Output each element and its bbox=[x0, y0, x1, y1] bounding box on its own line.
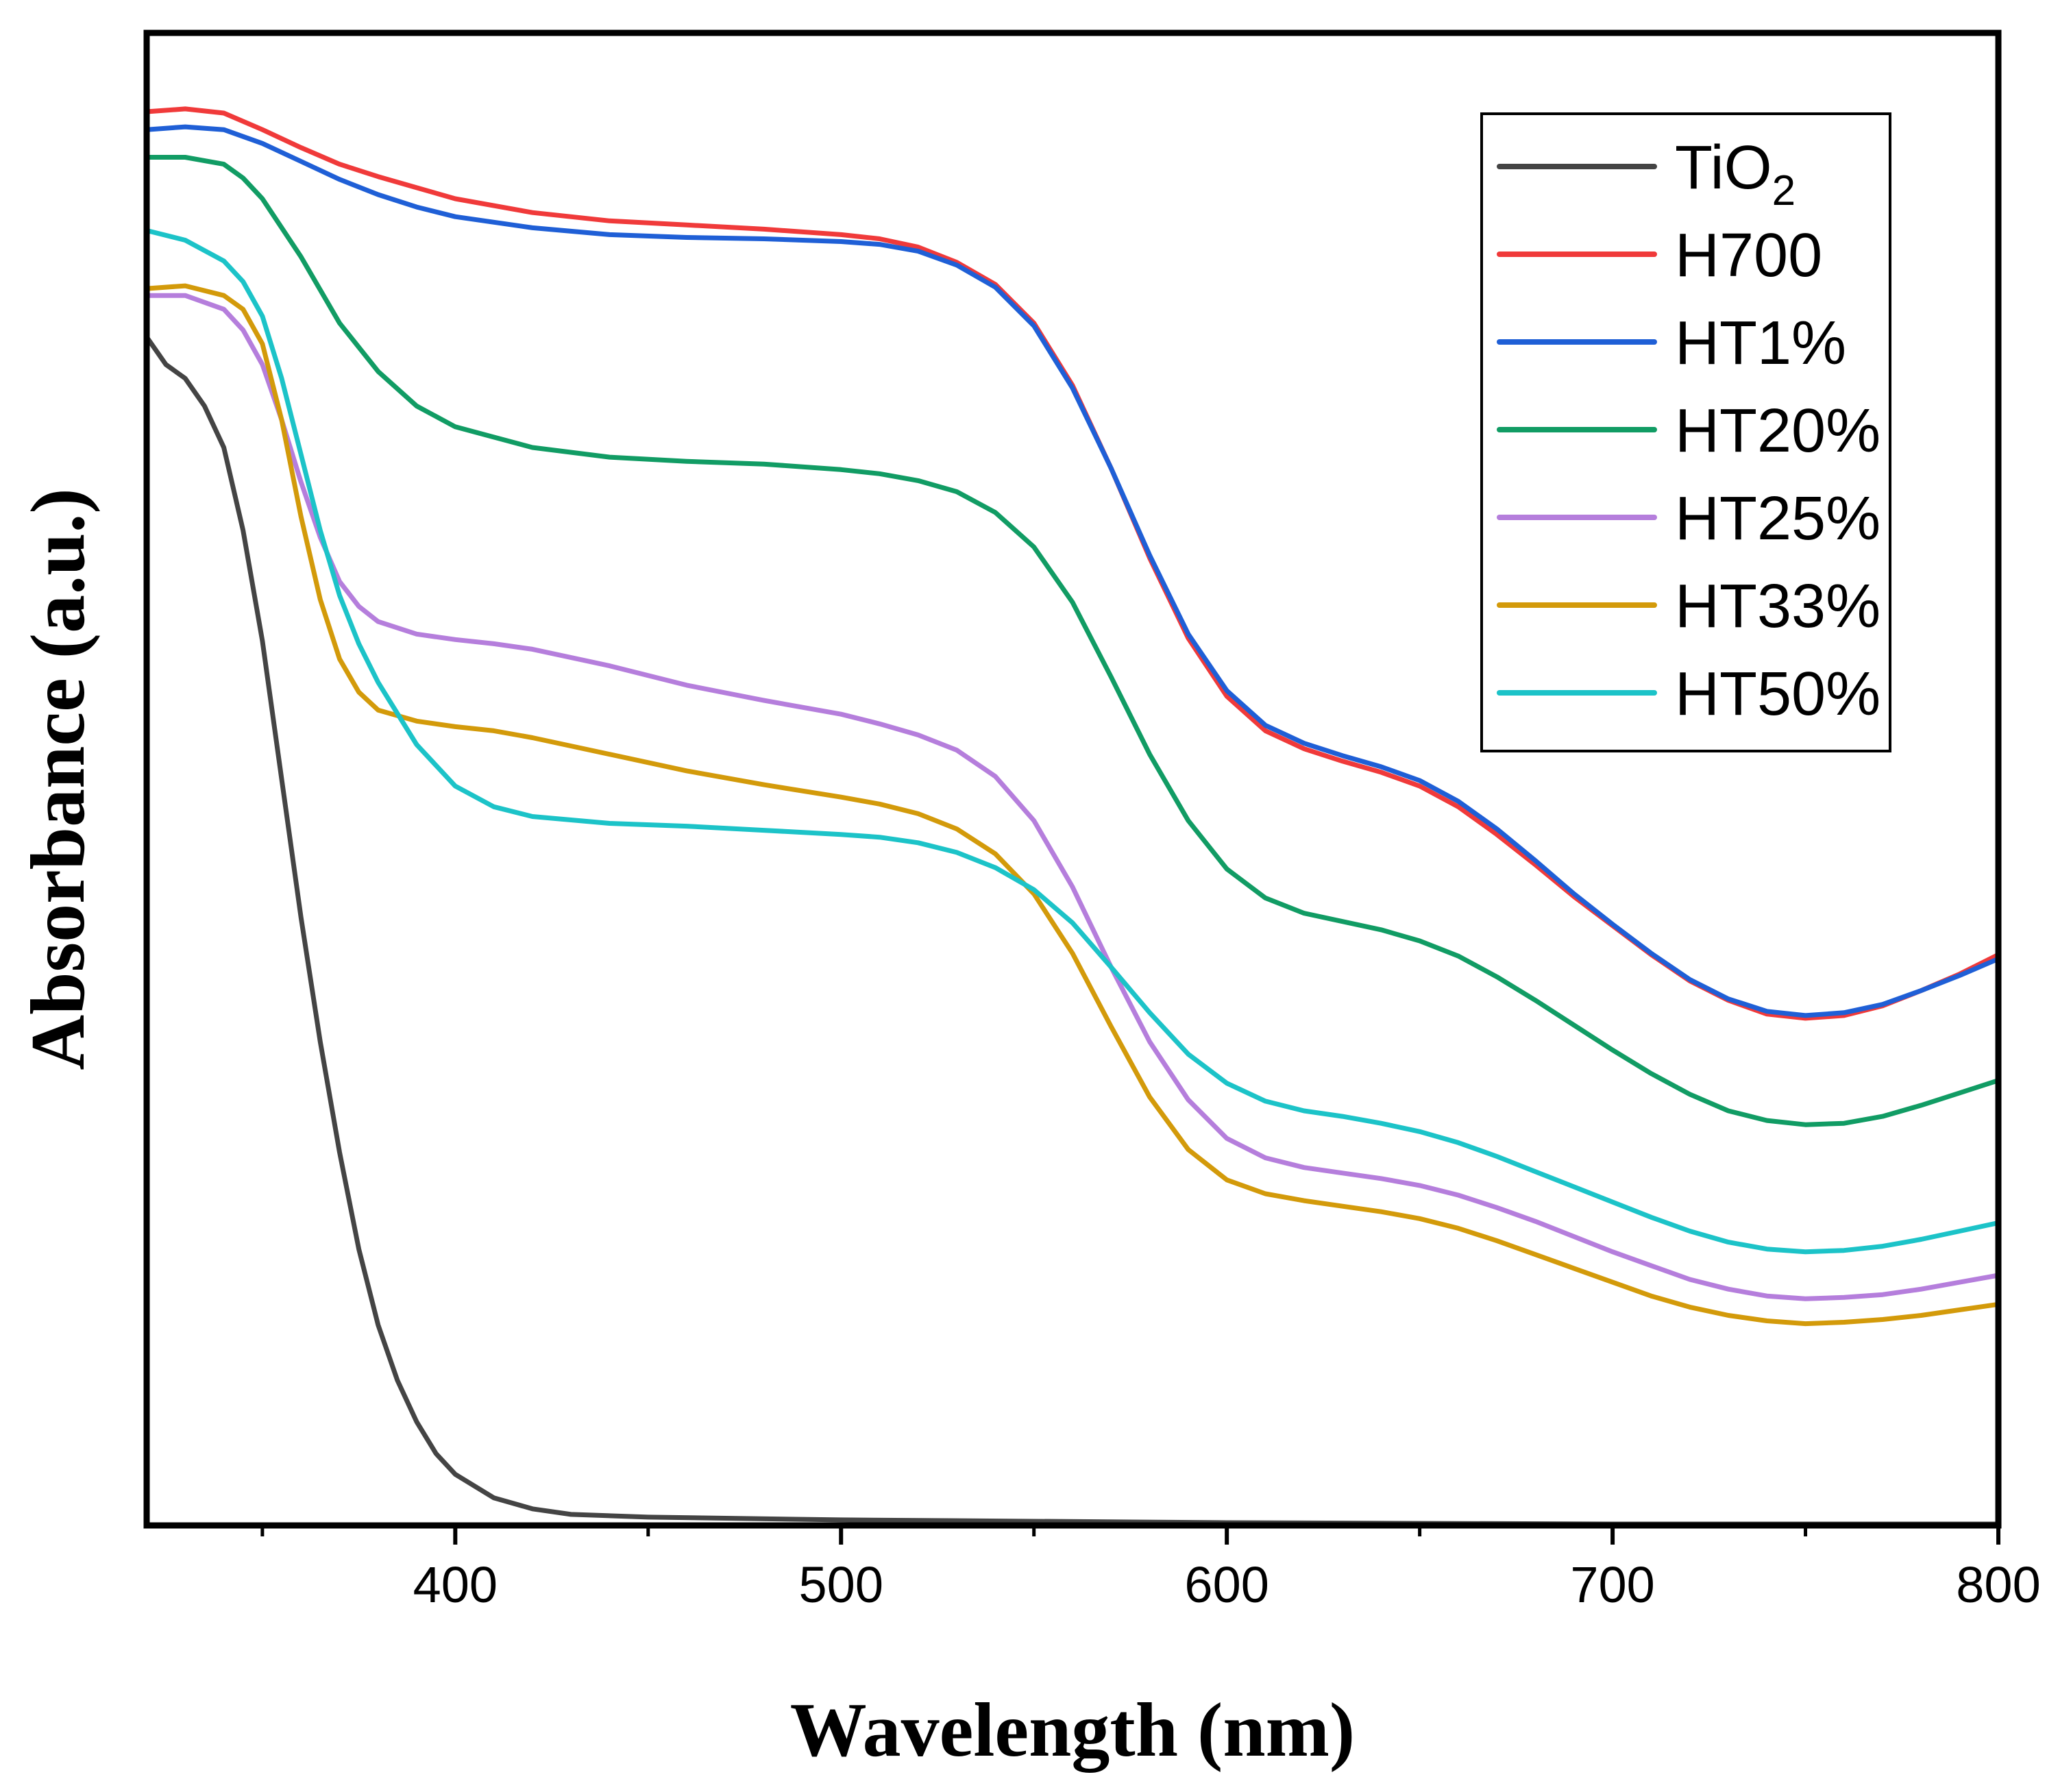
plot-frame bbox=[143, 29, 2002, 1529]
axis-ticks: 400 500 600 700 800 bbox=[260, 1525, 2041, 1613]
series-line-ht33pct bbox=[144, 283, 2001, 1327]
legend-label: HT50% bbox=[1675, 660, 1880, 728]
legend-label: HT33% bbox=[1675, 572, 1880, 641]
legend-label: H700 bbox=[1675, 221, 1822, 290]
legend-label: HT1% bbox=[1675, 309, 1846, 378]
x-tick-label: 500 bbox=[799, 1556, 883, 1613]
series-line-ht25pct bbox=[144, 293, 2001, 1301]
x-axis-title: Wavelength (nm) bbox=[790, 1688, 1355, 1773]
legend-label: HT20% bbox=[1675, 397, 1880, 465]
series-line-ht50pct bbox=[144, 228, 2001, 1255]
series-line-tio2 bbox=[144, 334, 2001, 1527]
legend: TiO2 H700 HT1% HT20% HT25% HT33% HT50% bbox=[1480, 112, 1891, 752]
series-line-ht1pct bbox=[144, 124, 2001, 1018]
legend-label: HT25% bbox=[1675, 484, 1880, 553]
x-tick-label: 700 bbox=[1570, 1556, 1654, 1613]
legend-label: TiO2 bbox=[1675, 134, 1796, 214]
series-line-ht20pct bbox=[144, 155, 2001, 1127]
series-lines bbox=[144, 106, 2001, 1527]
x-tick-label: 800 bbox=[1956, 1556, 2040, 1613]
x-tick-label: 400 bbox=[413, 1556, 498, 1613]
x-tick-label: 600 bbox=[1184, 1556, 1269, 1613]
y-axis-title: Absorbance (a.u.) bbox=[16, 488, 101, 1070]
